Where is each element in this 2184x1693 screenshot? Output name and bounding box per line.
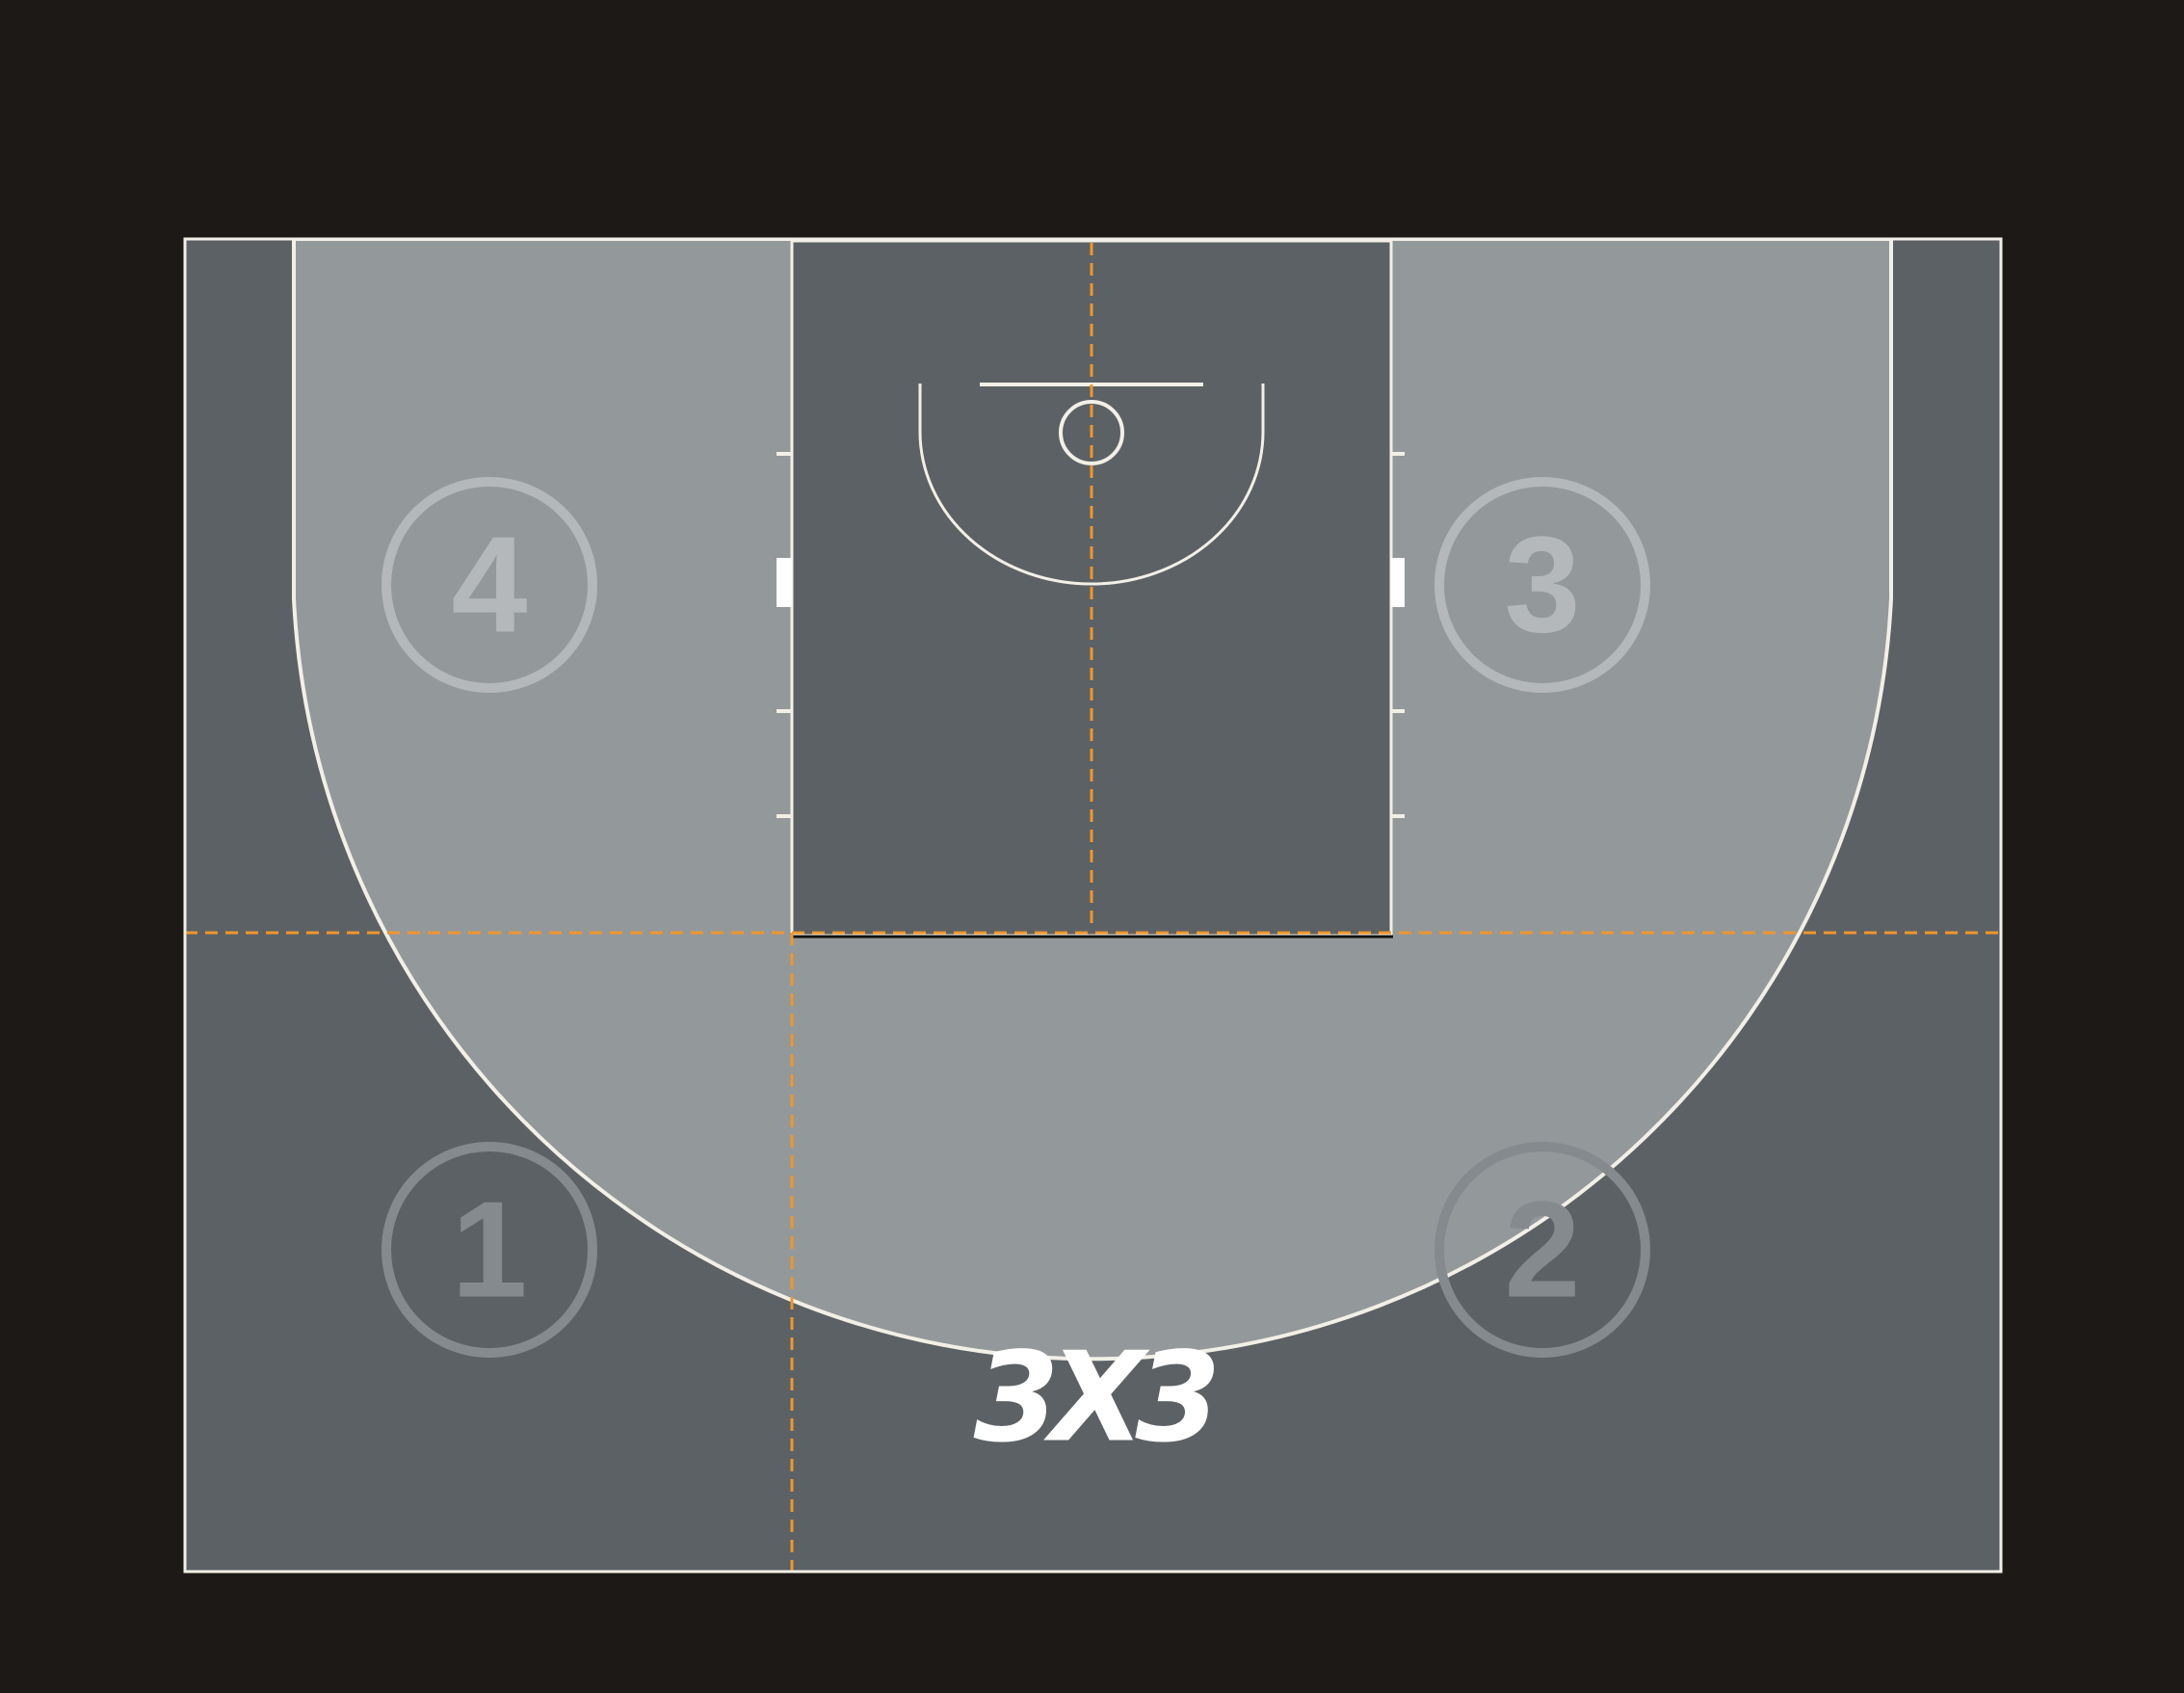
zone-marker-2: 2 [1434, 1142, 1650, 1358]
3x3-logo-icon: 3X3 [974, 1327, 1224, 1470]
lane-hash-marks [776, 452, 1405, 818]
rim [1059, 400, 1124, 465]
zone-label-2: 2 [1505, 1174, 1581, 1327]
zone-marker-3: 3 [1434, 477, 1650, 693]
guide-lines [185, 243, 2001, 1572]
zone-label-3: 3 [1505, 509, 1581, 662]
zone-marker-1: 1 [382, 1142, 597, 1358]
lane-blocks [776, 558, 1405, 607]
zone-label-4: 4 [452, 509, 528, 662]
court-border [183, 237, 2003, 1574]
logo-text: 3X3 [974, 1327, 1215, 1470]
no-charge-arc [918, 384, 1265, 586]
zone-marker-4: 4 [382, 477, 597, 693]
zone-label-1: 1 [452, 1174, 528, 1327]
